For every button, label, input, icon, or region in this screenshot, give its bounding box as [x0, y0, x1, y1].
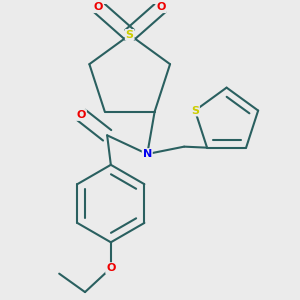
Text: O: O	[76, 110, 86, 120]
Text: S: S	[191, 106, 199, 116]
Text: S: S	[126, 30, 134, 40]
Text: O: O	[106, 263, 116, 273]
Text: O: O	[94, 2, 103, 12]
Text: O: O	[156, 2, 166, 12]
Text: N: N	[142, 149, 152, 159]
